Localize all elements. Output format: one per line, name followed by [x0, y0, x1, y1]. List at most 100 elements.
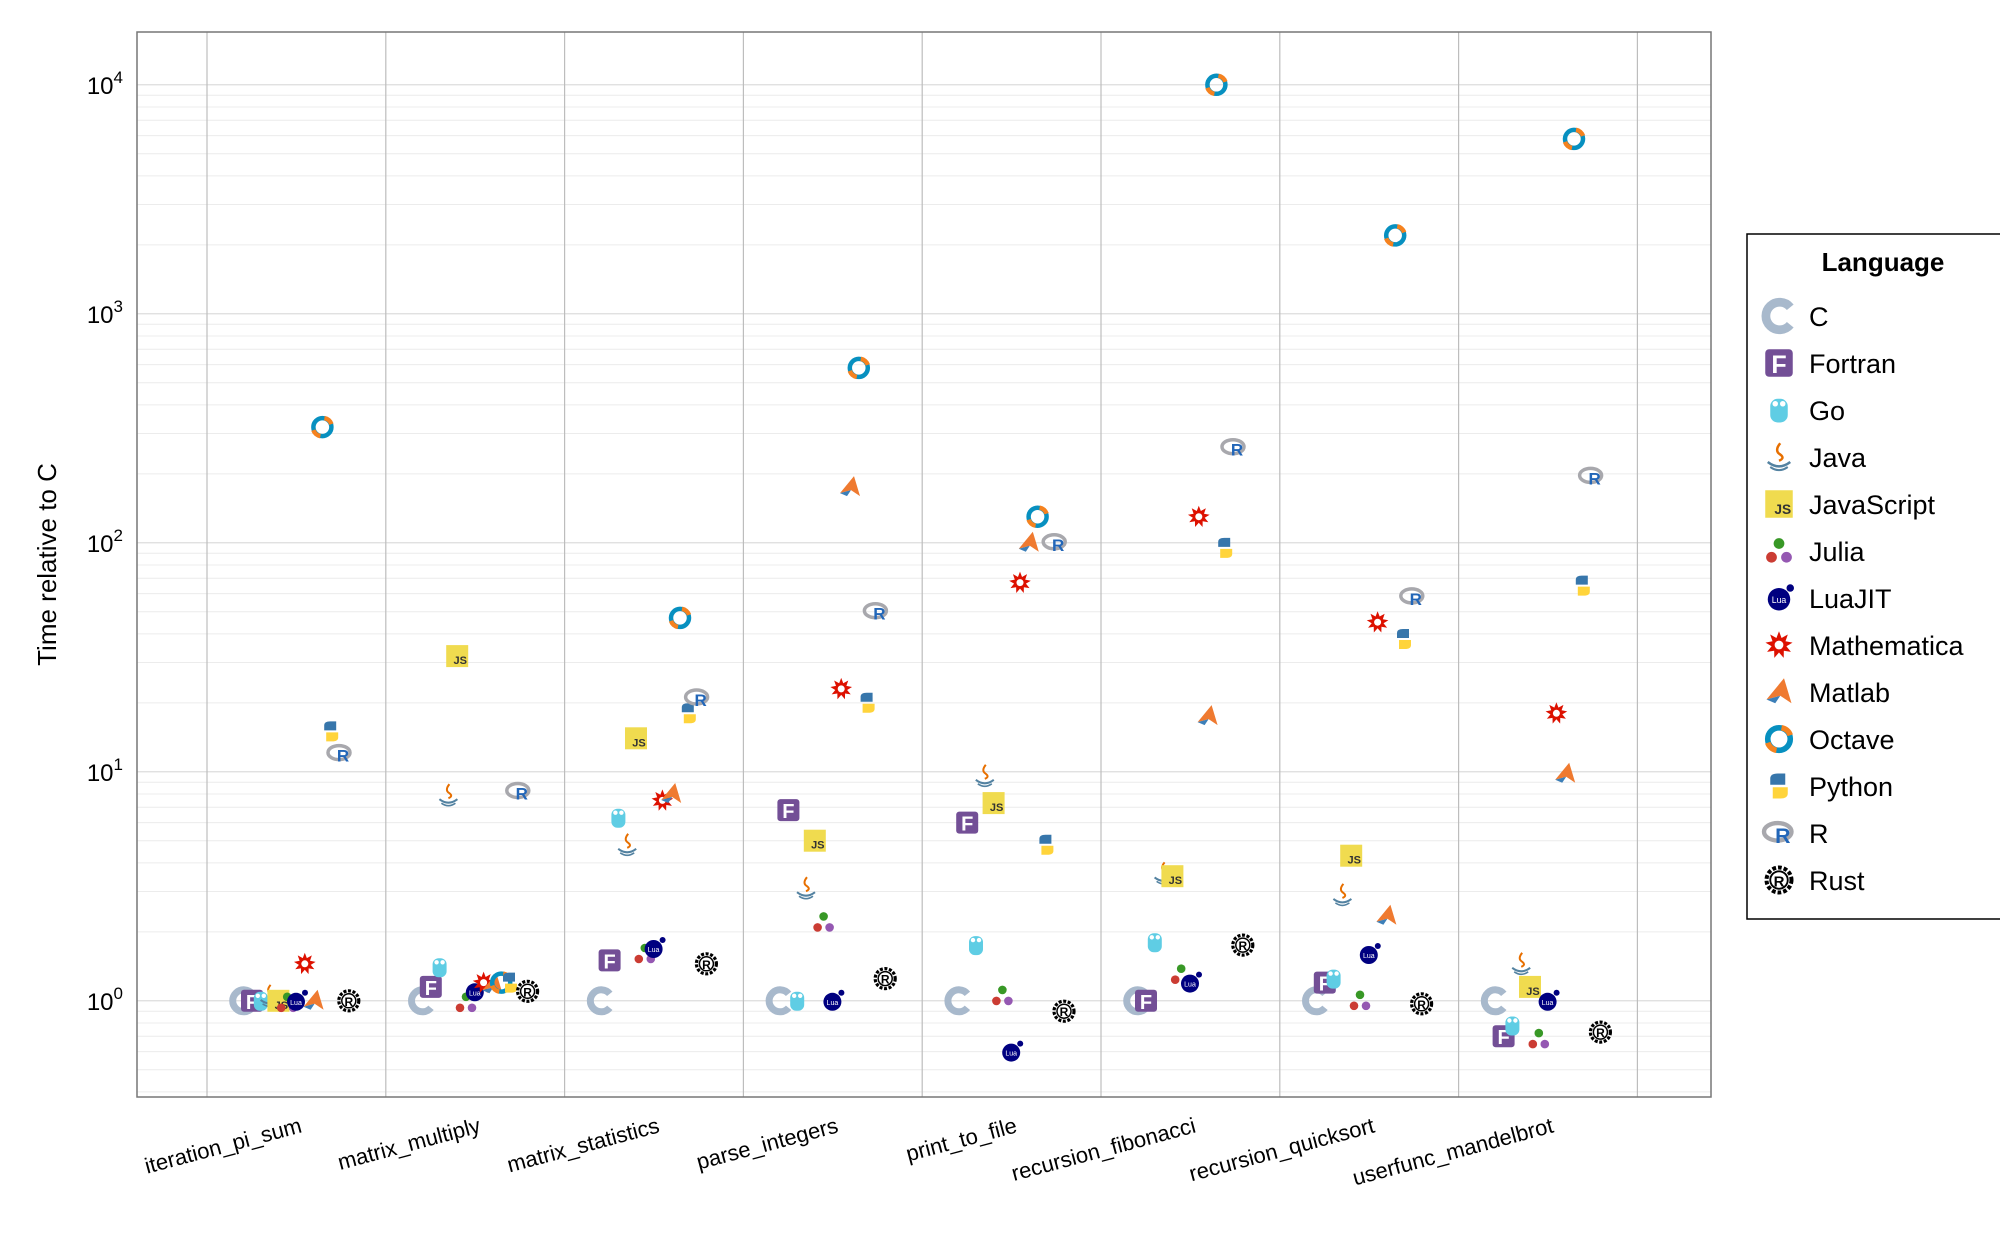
- x-tick-label: matrix_statistics: [504, 1113, 662, 1178]
- data-point-javascript-recursion_quicksort: JS: [1340, 844, 1363, 867]
- legend-label: Go: [1809, 396, 1845, 426]
- svg-text:JS: JS: [811, 840, 824, 852]
- data-point-python-userfunc_mandelbrot: [1575, 575, 1590, 596]
- data-point-r-recursion_fibonacci: R: [1220, 437, 1246, 460]
- data-point-java-matrix_statistics: [617, 833, 637, 857]
- svg-text:R: R: [1774, 873, 1785, 890]
- data-point-c-userfunc_mandelbrot: [1480, 986, 1507, 1016]
- data-point-octave-matrix_statistics: [668, 606, 692, 630]
- legend-label: Julia: [1809, 537, 1866, 567]
- data-point-go-print_to_file: [969, 936, 983, 956]
- luajit-logo-icon: Lua: [1767, 584, 1794, 611]
- data-point-luajit-iteration_pi_sum: Lua: [287, 989, 308, 1011]
- legend-item: Julia: [1766, 537, 1866, 567]
- y-tick-label: 103: [87, 297, 123, 329]
- legend-label: JavaScript: [1809, 490, 1936, 520]
- c-logo-icon: [1761, 297, 1794, 335]
- data-point-python-matrix_statistics: [681, 703, 696, 724]
- data-point-c-parse_integers: [765, 986, 792, 1016]
- data-point-r-matrix_multiply: R: [505, 781, 531, 804]
- data-point-javascript-matrix_multiply: JS: [446, 645, 469, 668]
- svg-text:JS: JS: [1347, 855, 1360, 867]
- svg-text:F: F: [961, 814, 973, 836]
- go-gopher-icon: [1770, 398, 1788, 423]
- data-marks: FFFFFFFFJSJSJSJSJSJSJSJSLuaLuaLuaLuaLuaL…: [229, 73, 1613, 1062]
- svg-text:Lua: Lua: [1363, 953, 1375, 960]
- data-point-luajit-recursion_fibonacci: Lua: [1181, 971, 1202, 993]
- data-point-r-print_to_file: R: [1041, 533, 1067, 555]
- svg-text:Lua: Lua: [1542, 1000, 1554, 1007]
- x-tick-label: userfunc_mandelbrot: [1350, 1113, 1556, 1191]
- data-point-r-matrix_statistics: R: [683, 688, 710, 710]
- legend-item: Lua LuaJIT: [1767, 584, 1892, 614]
- svg-text:F: F: [1771, 351, 1786, 379]
- data-point-r-parse_integers: R: [862, 601, 889, 624]
- svg-text:R: R: [702, 958, 711, 972]
- legend-label: Rust: [1809, 866, 1865, 896]
- data-point-julia-recursion_quicksort: [1349, 990, 1371, 1011]
- data-point-luajit-parse_integers: Lua: [823, 989, 845, 1011]
- octave-ring-icon: [1764, 724, 1794, 754]
- x-tick-label: recursion_fibonacci: [1009, 1113, 1199, 1186]
- data-point-python-recursion_fibonacci: [1218, 537, 1233, 558]
- data-point-octave-print_to_file: [1026, 505, 1049, 528]
- data-point-rust-userfunc_mandelbrot: R: [1588, 1020, 1613, 1044]
- python-snakes-icon: [1770, 773, 1788, 799]
- data-point-julia-parse_integers: [813, 912, 834, 932]
- plot-frame: [136, 31, 1712, 1098]
- svg-text:Lua: Lua: [1005, 1051, 1017, 1058]
- svg-text:R: R: [1588, 469, 1600, 488]
- svg-text:Lua: Lua: [648, 947, 660, 954]
- legend-item: R Rust: [1764, 865, 1865, 896]
- data-point-go-matrix_multiply: [432, 958, 447, 978]
- data-point-rust-print_to_file: R: [1052, 999, 1076, 1023]
- data-point-matlab-userfunc_mandelbrot: [1555, 762, 1576, 783]
- data-point-go-recursion_fibonacci: [1147, 933, 1162, 953]
- data-point-matlab-print_to_file: [1018, 531, 1039, 552]
- y-axis-label: Time relative to C: [32, 463, 62, 666]
- y-tick-label: 100: [87, 984, 123, 1016]
- legend-item: C: [1761, 297, 1829, 335]
- data-point-rust-recursion_fibonacci: R: [1231, 933, 1255, 957]
- data-point-fortran-matrix_statistics: F: [598, 949, 621, 973]
- data-point-octave-userfunc_mandelbrot: [1562, 127, 1586, 151]
- data-point-python-matrix_multiply: [503, 972, 517, 993]
- data-point-mathematica-userfunc_mandelbrot: [1545, 702, 1568, 724]
- data-point-octave-iteration_pi_sum: [311, 415, 334, 439]
- data-point-javascript-parse_integers: JS: [803, 829, 826, 852]
- legend-item: Go: [1770, 396, 1845, 426]
- mathematica-star-icon: [1765, 631, 1793, 658]
- data-point-javascript-recursion_fibonacci: JS: [1161, 865, 1184, 888]
- legend-label: R: [1809, 819, 1829, 849]
- data-point-matlab-iteration_pi_sum: [303, 989, 324, 1010]
- svg-text:JS: JS: [453, 655, 466, 667]
- data-point-javascript-print_to_file: JS: [982, 792, 1005, 815]
- x-tick-label: matrix_multiply: [335, 1113, 483, 1175]
- x-grid: [206, 32, 1639, 1097]
- data-point-python-iteration_pi_sum: [324, 721, 339, 742]
- data-point-rust-matrix_statistics: R: [694, 952, 719, 976]
- svg-text:R: R: [344, 995, 353, 1009]
- svg-text:R: R: [523, 985, 532, 999]
- data-point-go-parse_integers: [790, 991, 805, 1011]
- data-point-matlab-recursion_fibonacci: [1197, 705, 1218, 726]
- svg-text:Lua: Lua: [1772, 595, 1787, 605]
- data-point-r-userfunc_mandelbrot: R: [1577, 466, 1604, 488]
- svg-text:F: F: [603, 951, 615, 973]
- data-point-luajit-matrix_statistics: Lua: [644, 937, 666, 958]
- svg-text:R: R: [1410, 590, 1422, 609]
- data-point-mathematica-recursion_quicksort: [1366, 611, 1389, 633]
- y-axis: 100 101 102 103 104: [87, 68, 123, 1016]
- legend-label: Mathematica: [1809, 631, 1965, 661]
- data-point-matlab-recursion_quicksort: [1376, 904, 1397, 925]
- svg-text:Lua: Lua: [1184, 982, 1196, 989]
- matlab-membrane-icon: [1766, 678, 1792, 704]
- svg-text:R: R: [1238, 939, 1247, 953]
- data-point-mathematica-print_to_file: [1009, 571, 1031, 593]
- fortran-logo-icon: F: [1765, 349, 1793, 379]
- svg-text:R: R: [1596, 1026, 1605, 1040]
- data-point-java-userfunc_mandelbrot: [1511, 952, 1531, 976]
- data-point-c-matrix_statistics: [586, 986, 613, 1016]
- rust-gear-icon: R: [1764, 865, 1794, 895]
- data-point-mathematica-parse_integers: [830, 677, 853, 700]
